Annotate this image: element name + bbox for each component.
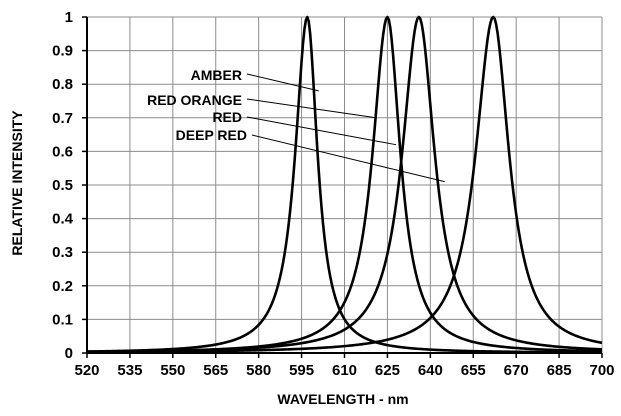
x-tick-label: 625 [375, 362, 400, 379]
x-tick-labels: 520 535 550 565 580 595 610 625 640 655 670 685 700 [74, 362, 614, 379]
x-tick-label: 670 [504, 362, 529, 379]
y-tick-label: 0.6 [52, 143, 73, 160]
x-tick-label: 580 [246, 362, 271, 379]
leader-line [246, 98, 377, 119]
x-tick-label: 550 [160, 362, 185, 379]
y-tick-labels: 0 0.1 0.2 0.3 0.4 0.5 0.6 0.7 0.8 0.9 1 [52, 9, 74, 362]
y-axis-title: RELATIVE INTENSITY [9, 110, 25, 256]
annotation-amber: AMBER [191, 67, 242, 83]
y-tick-label: 0.8 [52, 76, 73, 93]
x-tick-label: 685 [547, 362, 572, 379]
x-tick-label: 535 [117, 362, 142, 379]
x-tick-label: 700 [589, 362, 614, 379]
grid-lines [87, 16, 603, 353]
annotation-red-orange: RED ORANGE [147, 92, 242, 108]
leader-line [246, 73, 319, 92]
x-tick-label: 640 [418, 362, 443, 379]
leader-line [246, 116, 397, 146]
x-tick-label: 610 [332, 362, 357, 379]
series-line-deep-red [87, 15, 603, 354]
series-curves [86, 15, 603, 354]
axes [82, 16, 603, 358]
y-tick-label: 1 [65, 9, 73, 26]
y-tick-label: 0.9 [52, 43, 73, 60]
leader-line [251, 134, 445, 183]
x-axis-title: WAVELENGTH - nm [277, 391, 408, 407]
y-tick-label: 0.4 [52, 211, 74, 228]
annotation-red: RED [212, 109, 242, 125]
y-tick-label: 0.5 [52, 177, 73, 194]
y-tick-label: 0.3 [52, 244, 73, 261]
x-tick-label: 520 [74, 362, 99, 379]
y-tick-label: 0.1 [52, 311, 73, 328]
x-tick-label: 655 [461, 362, 486, 379]
x-tick-label: 595 [289, 362, 314, 379]
y-tick-label: 0.7 [52, 110, 73, 127]
annotation-deep-red: DEEP RED [176, 127, 247, 143]
x-tick-label: 565 [203, 362, 228, 379]
series-line-amber [86, 15, 602, 354]
y-tick-label: 0 [65, 345, 73, 362]
y-tick-label: 0.2 [52, 278, 73, 295]
